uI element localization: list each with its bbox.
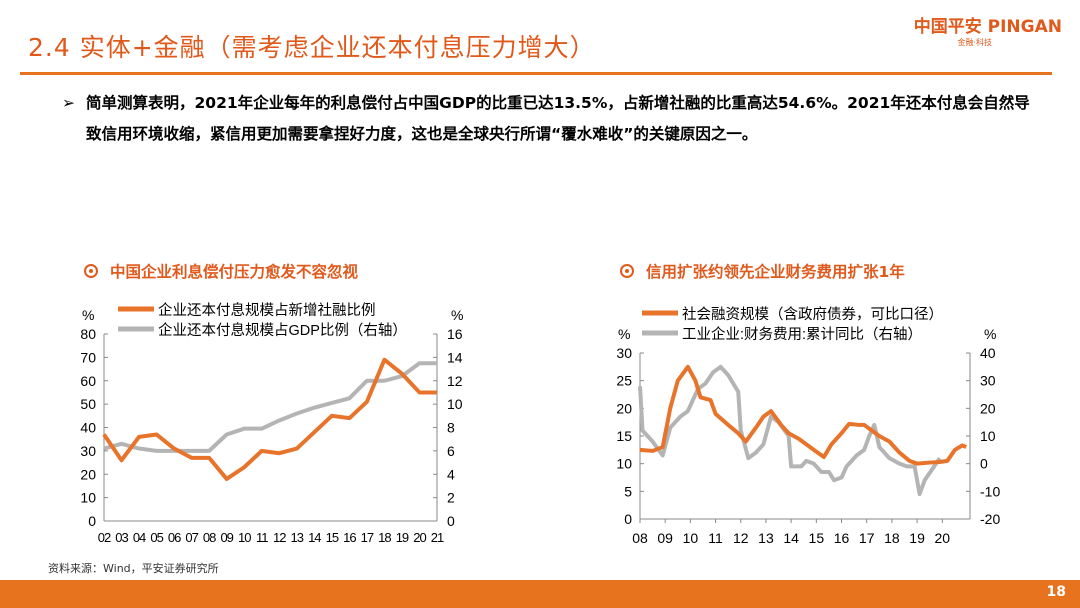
y-tick-right: 12: [447, 373, 463, 389]
y-unit-right: %: [451, 307, 463, 323]
pingan-logo: 中国平安 PINGAN 金融·科技: [914, 12, 1062, 48]
x-tick: 19: [909, 530, 925, 546]
x-tick: 09: [220, 530, 233, 545]
bullet-text: 简单测算表明，2021年企业每年的利息偿付占中国GDP的比重已达13.5%，占新…: [86, 94, 1030, 143]
logo-text: 中国平安 PINGAN: [913, 17, 1062, 37]
series-line-orange: [102, 357, 437, 481]
x-tick: 20: [935, 530, 951, 546]
logo-subtitle: 金融·科技: [957, 38, 992, 47]
y-tick-left: 50: [80, 396, 96, 412]
y-tick-left: 30: [616, 345, 632, 361]
x-tick: 21: [431, 530, 444, 545]
y-unit-left: %: [82, 307, 94, 323]
series-line-gray: [103, 361, 437, 453]
y-tick-left: 70: [80, 349, 96, 365]
y-tick-left: 30: [80, 443, 96, 459]
target-icon: [84, 264, 98, 278]
x-tick: 05: [150, 530, 163, 545]
x-tick: 03: [115, 530, 128, 545]
x-tick: 07: [185, 530, 198, 545]
y-tick-right: 20: [980, 400, 996, 416]
x-tick: 10: [238, 530, 251, 545]
page-number: 18: [1046, 584, 1066, 600]
source-note: 资料来源：Wind，平安证券研究所: [48, 562, 219, 575]
series-line-gray: [638, 364, 942, 497]
x-tick: 11: [256, 530, 268, 545]
x-tick: 19: [396, 530, 409, 545]
x-tick: 16: [834, 530, 850, 546]
x-tick: 10: [683, 530, 699, 546]
y-tick-left: 5: [624, 483, 632, 499]
y-tick-right: 30: [980, 373, 996, 389]
x-tick: 11: [708, 530, 723, 546]
y-tick-left: 25: [616, 373, 632, 389]
x-tick: 04: [133, 530, 146, 545]
x-tick: 13: [291, 530, 304, 545]
series-line-orange: [639, 364, 968, 466]
y-tick-left: 15: [616, 428, 632, 444]
y-tick-left: 0: [624, 511, 632, 527]
legend-label: 工业企业:财务费用:累计同比（右轴）: [682, 325, 922, 343]
y-tick-right: 40: [980, 345, 996, 361]
x-tick: 15: [809, 530, 825, 546]
x-tick: 20: [413, 530, 426, 545]
y-tick-left: 20: [616, 400, 632, 416]
y-tick-right: -20: [980, 511, 1000, 527]
chart2-title: 信用扩张约领先企业财务费用扩张1年: [620, 260, 905, 282]
chart1-title: 中国企业利息偿付压力愈发不容忽视: [84, 260, 358, 282]
chart2-title-text: 信用扩张约领先企业财务费用扩张1年: [646, 263, 905, 281]
x-tick: 02: [98, 530, 111, 545]
x-tick: 14: [783, 530, 799, 546]
y-tick-right: 10: [980, 428, 996, 444]
target-icon: [620, 264, 634, 278]
y-tick-right: -10: [980, 483, 1000, 499]
y-tick-right: 6: [447, 443, 455, 459]
arrow-bullet-icon: ➢: [62, 94, 75, 112]
x-tick: 13: [758, 530, 774, 546]
y-tick-right: 8: [447, 420, 455, 436]
slide-title: 2.4 实体+金融（需考虑企业还本付息压力增大）: [28, 33, 596, 62]
y-tick-right: 16: [447, 326, 463, 342]
y-tick-left: 80: [80, 326, 96, 342]
footer-bar: [0, 580, 1080, 608]
x-tick: 12: [273, 530, 286, 545]
x-tick: 17: [361, 530, 374, 545]
y-tick-right: 14: [447, 349, 463, 365]
y-tick-right: 4: [447, 466, 455, 482]
legend-label: 社会融资规模（含政府债券，可比口径）: [682, 306, 943, 323]
y-tick-right: 2: [447, 490, 455, 506]
legend-label: 企业还本付息规模占新增社融比例: [158, 301, 376, 319]
x-tick: 18: [884, 530, 900, 546]
y-tick-left: 20: [80, 466, 96, 482]
x-tick: 15: [326, 530, 339, 545]
x-tick: 14: [308, 530, 321, 545]
y-tick-left: 10: [80, 490, 96, 506]
y-tick-left: 40: [80, 420, 96, 436]
bullet-point: ➢ 简单测算表明，2021年企业每年的利息偿付占中国GDP的比重已达13.5%，占…: [62, 88, 1042, 150]
x-tick: 16: [343, 530, 356, 545]
y-tick-left: 0: [88, 513, 96, 529]
y-tick-left: 60: [80, 373, 96, 389]
x-tick: 06: [168, 530, 181, 545]
x-tick: 08: [632, 530, 648, 546]
chart1-title-text: 中国企业利息偿付压力愈发不容忽视: [110, 263, 359, 281]
x-tick: 18: [378, 530, 391, 545]
x-tick: 12: [733, 530, 749, 546]
y-unit-left: %: [618, 326, 630, 342]
x-tick: 08: [203, 530, 216, 545]
y-tick-right: 10: [447, 396, 463, 412]
y-tick-right: 0: [447, 513, 455, 529]
y-tick-left: 10: [616, 456, 632, 472]
x-tick: 09: [657, 530, 673, 546]
y-unit-right: %: [984, 326, 996, 342]
title-divider: [20, 72, 1052, 75]
x-tick: 17: [859, 530, 875, 546]
legend-label: 企业还本付息规模占GDP比例（右轴）: [158, 321, 407, 339]
y-tick-right: 0: [980, 456, 988, 472]
